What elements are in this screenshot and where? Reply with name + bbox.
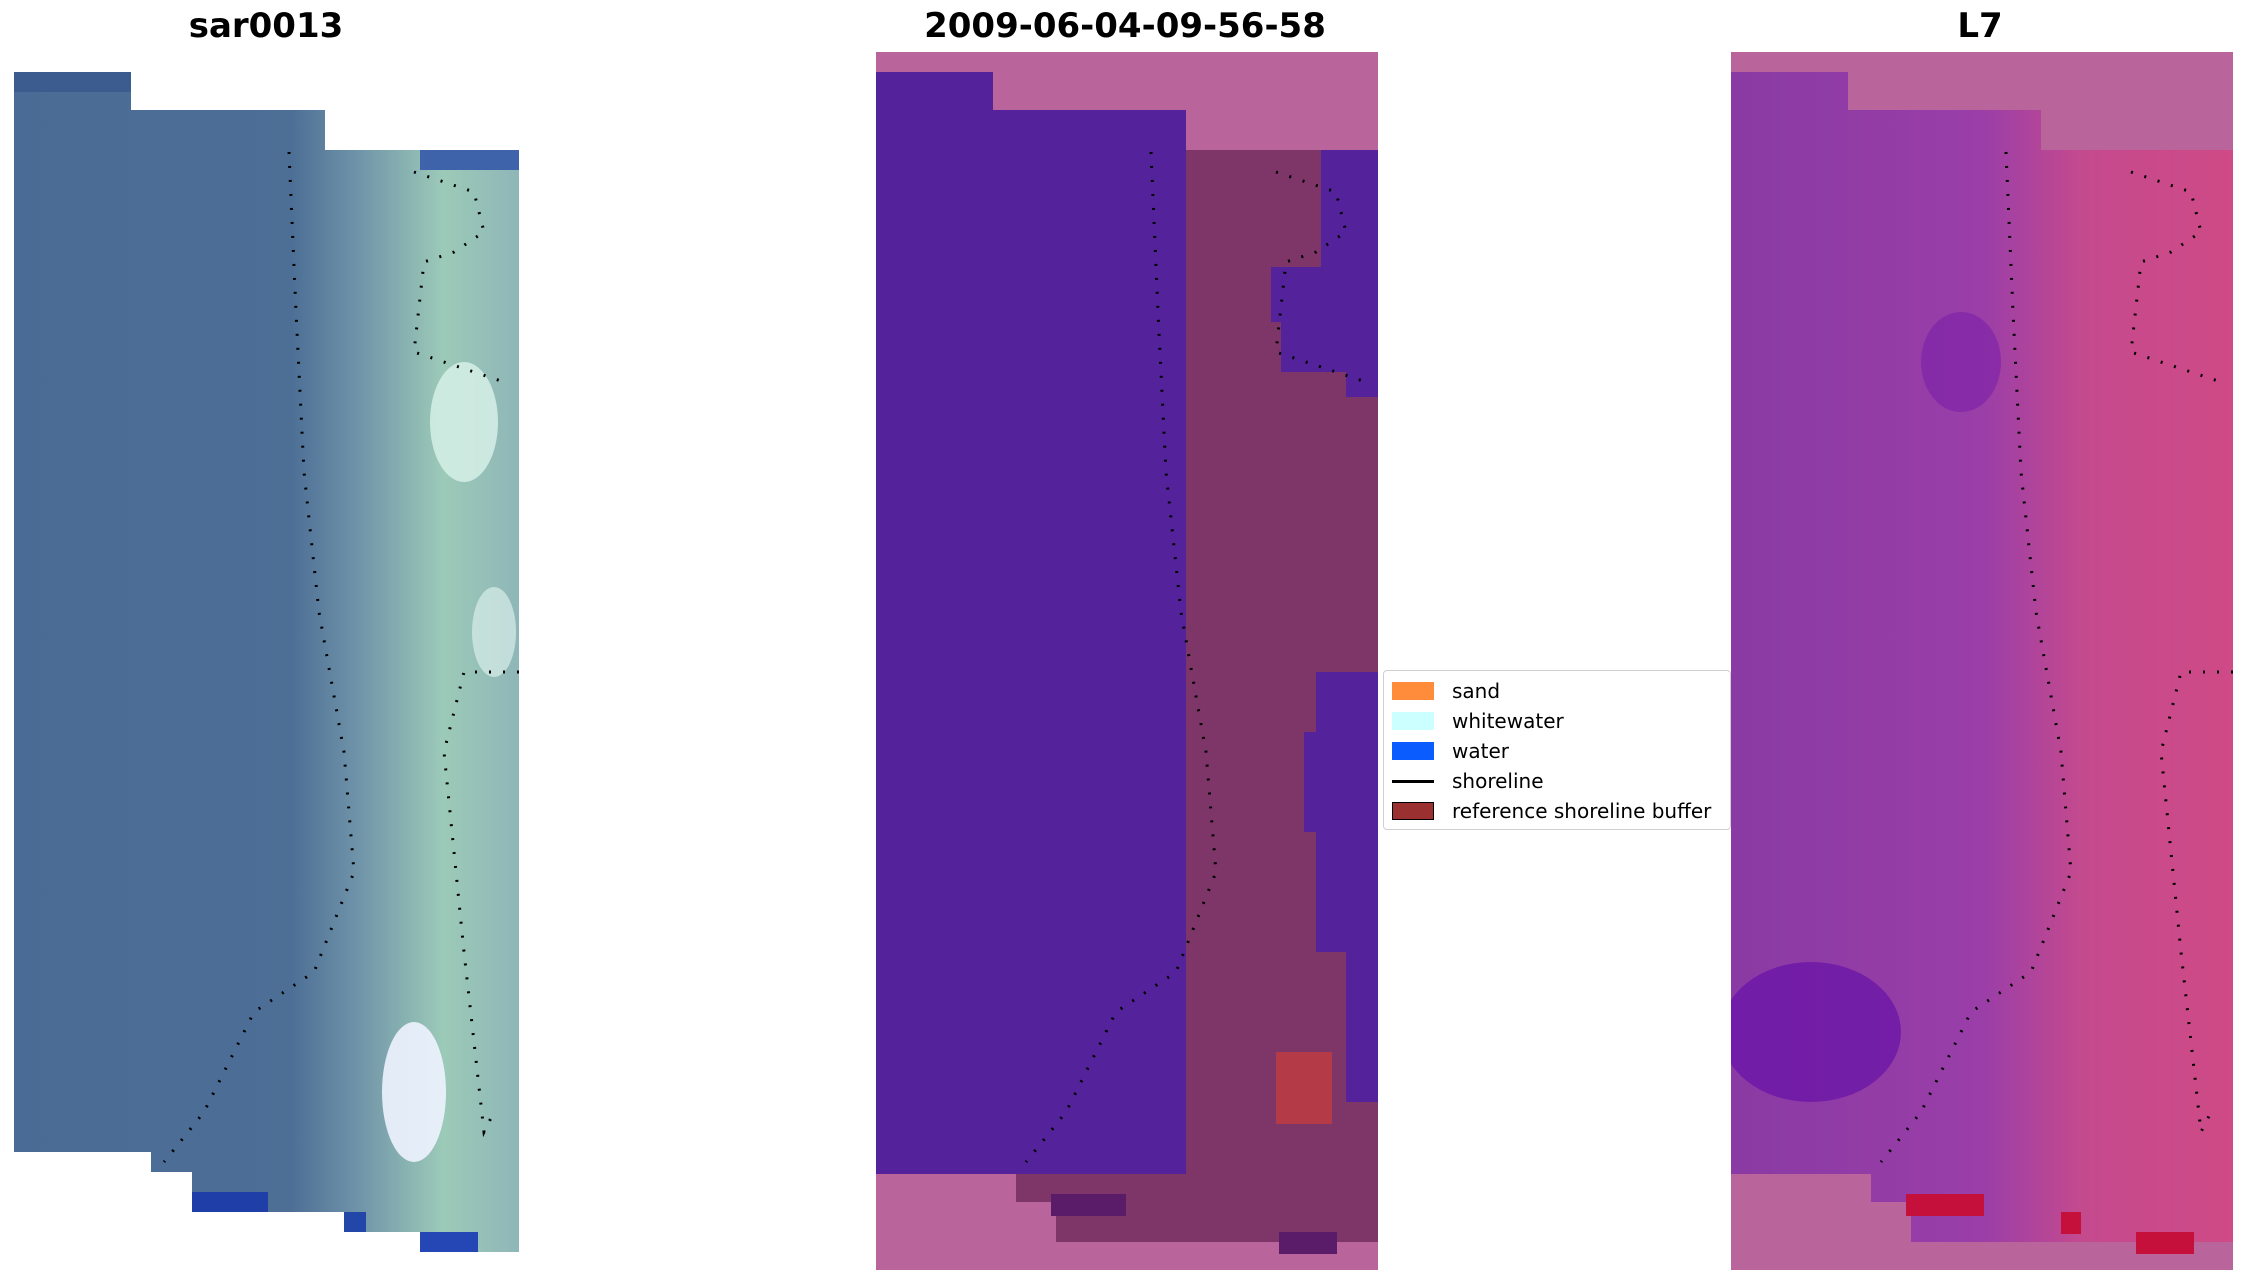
classified-image — [876, 52, 1378, 1270]
legend-swatch-shoreline — [1392, 779, 1434, 783]
legend-swatch-sand — [1392, 682, 1434, 700]
legend: sand whitewater water shoreline referenc… — [1383, 670, 1731, 830]
legend-item-sand: sand — [1392, 677, 1500, 705]
legend-item-reference-buffer: reference shoreline buffer — [1392, 797, 1711, 825]
panel-title-index: L7 — [1957, 6, 2003, 46]
rgb-image — [14, 72, 519, 1252]
rgb-image-panel — [14, 52, 519, 1252]
panel-title-rgb: sar0013 — [188, 6, 344, 46]
legend-item-shoreline: shoreline — [1392, 767, 1544, 795]
legend-swatch-water — [1392, 742, 1434, 760]
index-image — [1731, 52, 2233, 1270]
classified-image-panel — [876, 52, 1378, 1270]
index-image-panel — [1731, 52, 2233, 1270]
legend-swatch-whitewater — [1392, 712, 1434, 730]
panel-title-classified: 2009-06-04-09-56-58 — [924, 6, 1326, 46]
legend-item-water: water — [1392, 737, 1509, 765]
legend-swatch-reference-buffer — [1392, 802, 1434, 820]
legend-item-whitewater: whitewater — [1392, 707, 1564, 735]
